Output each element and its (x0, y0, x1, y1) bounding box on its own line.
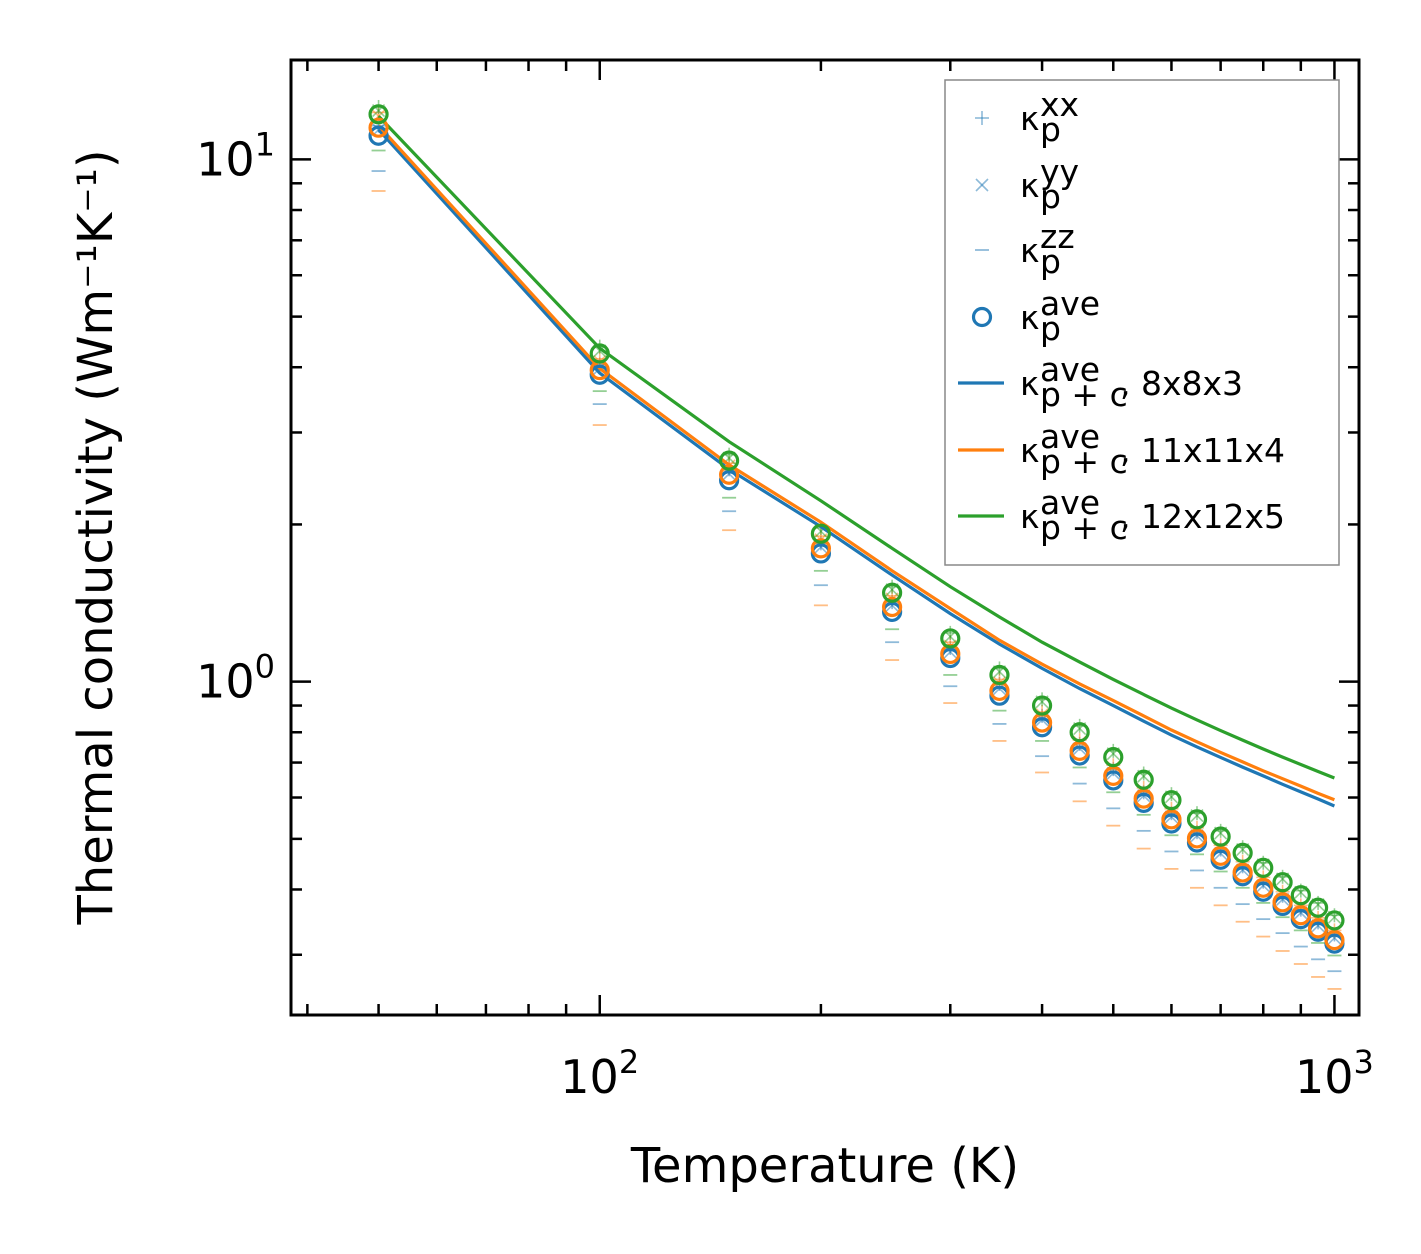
legend-entry: κ xxp (975, 85, 1079, 149)
minor-ticks (291, 60, 1359, 1015)
legend-label-superscript: yy (1040, 152, 1079, 191)
kappa-p-ave-point (1103, 747, 1124, 768)
kappa-p-ave-point (1186, 828, 1208, 849)
kappa-p-ave-point (1210, 826, 1231, 847)
tick-labels: 102 103 100 101 (196, 125, 1374, 1104)
legend-label-superscript: zz (1040, 217, 1075, 256)
legend-label-superscript: ave (1040, 417, 1100, 456)
kappa-p-ave-point (1210, 845, 1231, 866)
kappa-p-ave-point (989, 664, 1010, 686)
legend-label-superscript: xx (1040, 85, 1079, 124)
legend-frame (944, 79, 1340, 566)
kappa-p-ave-point (1253, 857, 1274, 878)
legend-entry: κ yyp (975, 152, 1079, 216)
circles-12x12x5 (368, 104, 1345, 931)
kappa-p-ave-point (1133, 769, 1154, 790)
kappa-p-ave-point (882, 596, 903, 618)
legend-label-grid: , 12x12x5 (1120, 497, 1285, 536)
kappa-p-ave-point (1290, 905, 1311, 926)
legend-label-subscript: p (1040, 110, 1061, 149)
legend-label-subscript: p (1040, 309, 1061, 348)
major-ticks (291, 60, 1359, 1015)
kappa-p-ave-point (719, 464, 740, 485)
kappa-p-ave-point (1253, 877, 1274, 898)
kappa-p-ave-point (1272, 872, 1293, 893)
kappa-pc-ave-line-8x8x3 (377, 128, 1336, 808)
kappa-p-ave-point (1103, 765, 1124, 787)
kappa-p-ave-point (940, 628, 961, 649)
kappa-p-ave-point (1031, 695, 1053, 716)
legend-label-superscript: ave (1040, 350, 1100, 389)
kappa-p-ave-point (1307, 918, 1329, 939)
kappa-p-ave-point (1307, 897, 1329, 918)
kappa-pc-ave-line-12x12x5 (377, 115, 1335, 780)
kappa-p-ave-point (368, 117, 389, 138)
legend-label-kappa: κ (1020, 364, 1039, 403)
kappa-p-ave-point (1069, 722, 1090, 743)
kappa-pc-ave-line-11x11x4 (377, 124, 1335, 802)
data-series (368, 99, 1345, 990)
legend-label-kappa: κ (1020, 497, 1039, 536)
kappa-p-ave-point (882, 582, 903, 603)
kappa-p-ave-point (810, 538, 832, 559)
legend-label-kappa: κ (1020, 166, 1039, 205)
legend-label-kappa: κ (1020, 99, 1039, 138)
kappa-p-ave-point (368, 104, 389, 125)
kappa-p-ave-point (1186, 809, 1208, 830)
legend-label-subscript: p + c (1040, 442, 1128, 481)
y-tick-label: 101 (196, 125, 275, 186)
kappa-p-ave-point (589, 343, 610, 364)
kappa-p-ave-point (368, 125, 389, 146)
kappa-p-ave-point (719, 450, 740, 471)
x-tick-label: 102 (560, 1043, 639, 1104)
kappa-p-ave-point (1272, 892, 1293, 913)
legend-x-marker (975, 178, 989, 192)
legend-label-superscript: ave (1040, 483, 1100, 522)
kappa-p-ave-point (810, 523, 832, 544)
legend-label-subscript: p + c (1040, 375, 1128, 414)
kappa-p-ave-point (1324, 910, 1345, 931)
kappa-p-ave-point (1161, 809, 1182, 830)
kappa-p-ave-point (1133, 788, 1154, 809)
legend-circle-marker (971, 306, 993, 328)
kappa-p-ave-point (1232, 862, 1253, 883)
x-tick-label: 103 (1295, 1043, 1374, 1104)
legend-entry: κ zzp (975, 217, 1075, 281)
legend-label-kappa: κ (1020, 298, 1039, 337)
kappa-p-ave-point (1232, 842, 1253, 864)
y-tick-label: 100 (196, 648, 275, 709)
legend-label-subscript: p (1040, 177, 1061, 216)
kappa-p-ave-point (1324, 929, 1345, 951)
legend-label-kappa: κ (1020, 431, 1039, 470)
legend-label-subscript: p (1040, 242, 1061, 281)
legend-label-grid: , 8x8x3 (1120, 364, 1243, 403)
x-axis-label: Temperature (K) (630, 1138, 1019, 1194)
kappa-p-ave-point (719, 470, 740, 491)
kappa-p-ave-point (1069, 740, 1090, 761)
legend-label-grid: , 11x11x4 (1120, 431, 1285, 470)
legend-label-superscript: ave (1040, 284, 1100, 323)
legend-label-kappa: κ (1020, 231, 1039, 270)
legend-label-subscript: p + c (1040, 508, 1128, 547)
kappa-p-ave-point (1290, 885, 1311, 906)
plot-frame (289, 58, 1361, 1017)
series-8x8x3 (371, 118, 1342, 973)
kappa-p-ave-point (1161, 790, 1182, 811)
circles-11x11x4 (368, 117, 1345, 951)
y-axis-label: Thermal conductivity (Wm⁻¹K⁻¹) (68, 149, 124, 925)
